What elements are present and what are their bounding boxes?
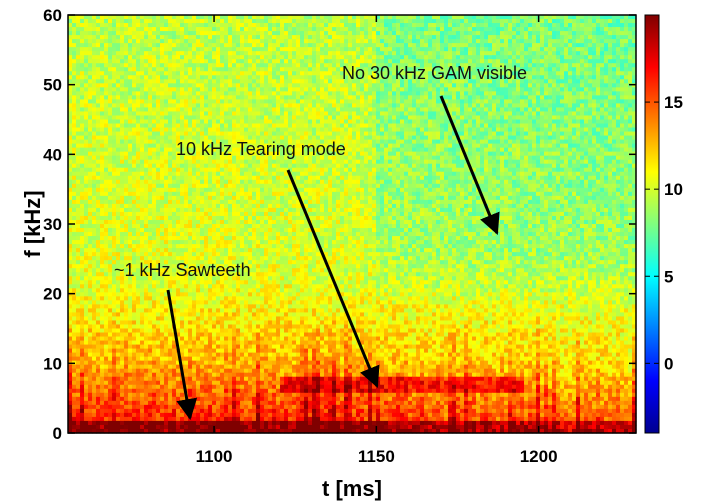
x-tick-label: 1150 xyxy=(358,447,395,466)
spectrogram-heatmap xyxy=(68,15,637,434)
arrow-gam xyxy=(439,95,500,235)
y-tick-label: 60 xyxy=(43,6,62,25)
annotation-tearing-mode: 10 kHz Tearing mode xyxy=(176,139,346,159)
y-tick-label: 30 xyxy=(43,215,62,234)
y-tick-label: 10 xyxy=(43,354,62,373)
y-axis-title: f [kHz] xyxy=(20,190,45,257)
colorbar-tick-label: 15 xyxy=(664,93,683,112)
colorbar xyxy=(644,14,660,434)
y-tick-label: 20 xyxy=(43,285,62,304)
arrow-tearing-mode xyxy=(286,169,380,388)
x-tick-label: 1100 xyxy=(196,447,233,466)
y-tick-label: 40 xyxy=(43,145,62,164)
x-axis-ticks: 1100 1150 1200 xyxy=(196,15,558,466)
arrow-sawteeth xyxy=(166,289,198,421)
colorbar-tick-label: 10 xyxy=(664,180,683,199)
y-axis-ticks: 0 10 20 30 40 50 60 xyxy=(43,6,636,443)
x-tick-label: 1200 xyxy=(520,447,558,466)
x-axis-title: t [ms] xyxy=(322,476,382,501)
annotation-sawteeth: ~1 kHz Sawteeth xyxy=(114,260,251,280)
colorbar-ticks: 0 5 10 15 xyxy=(645,93,683,373)
annotations: No 30 kHz GAM visible 10 kHz Tearing mod… xyxy=(114,63,527,421)
y-tick-label: 50 xyxy=(43,76,62,95)
y-tick-label: 0 xyxy=(53,424,62,443)
colorbar-tick-label: 5 xyxy=(664,267,673,286)
annotation-gam: No 30 kHz GAM visible xyxy=(342,63,527,83)
colorbar-tick-label: 0 xyxy=(664,354,673,373)
